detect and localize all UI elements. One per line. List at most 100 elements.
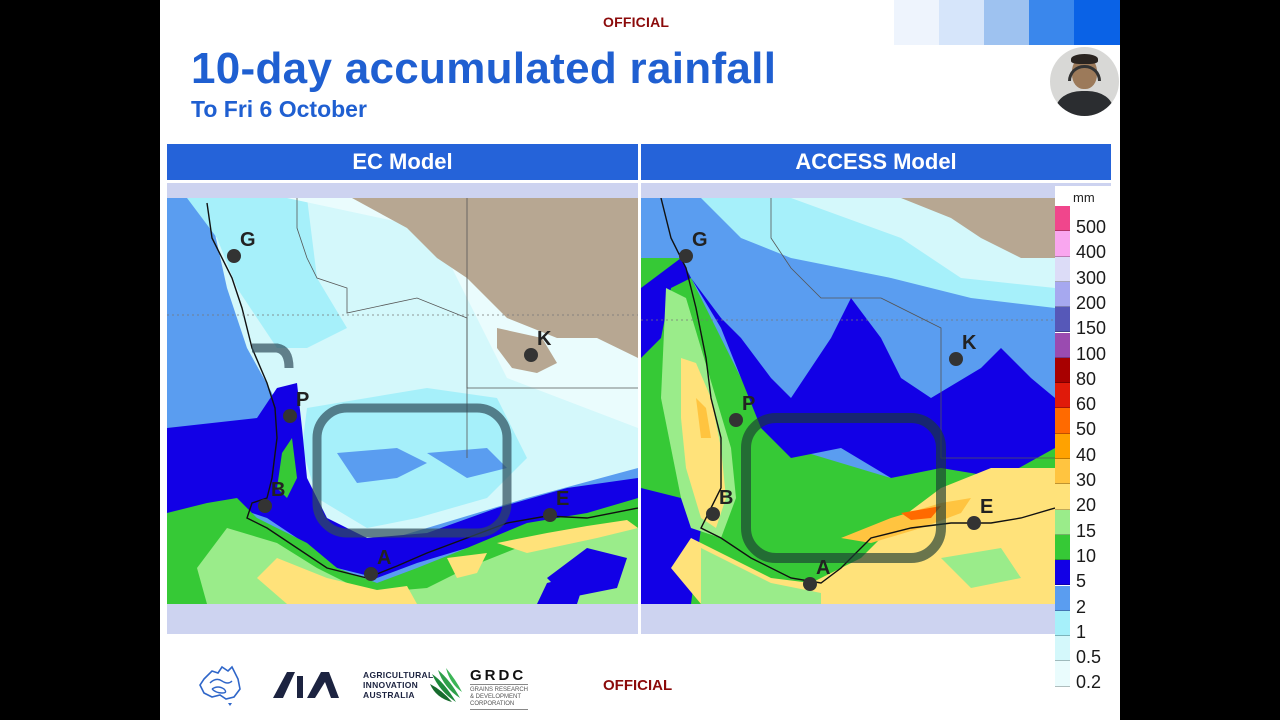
legend-item: 15 bbox=[1055, 509, 1120, 540]
legend-label: 40 bbox=[1076, 444, 1097, 465]
access-model-rainfall-map: G K P B E A bbox=[641, 198, 1055, 604]
legend-item: 50 bbox=[1055, 408, 1120, 438]
marker-dot-icon bbox=[803, 577, 817, 591]
legend-swatch bbox=[1055, 256, 1070, 282]
legend-swatch bbox=[1055, 534, 1070, 561]
ec-map-graphic bbox=[167, 198, 638, 604]
legend-swatch bbox=[1055, 383, 1070, 409]
location-marker-b: B bbox=[706, 487, 733, 521]
access-map-markers: G K P B E A bbox=[679, 229, 993, 591]
map-bottom-strip-ec bbox=[167, 604, 638, 634]
legend-label: 20 bbox=[1076, 495, 1097, 516]
access-map-graphic bbox=[641, 198, 1055, 604]
legend-label: 50 bbox=[1076, 419, 1097, 440]
legend-label: 15 bbox=[1076, 520, 1097, 541]
marker-dot-icon bbox=[258, 499, 272, 513]
panel-header-ec-model: EC Model bbox=[167, 144, 638, 180]
legend-label: 150 bbox=[1076, 318, 1107, 339]
marker-dot-icon bbox=[364, 567, 378, 581]
marker-dot-icon bbox=[543, 508, 557, 522]
slide-title: 10-day accumulated rainfall bbox=[191, 44, 777, 93]
legend-swatch bbox=[1055, 459, 1070, 485]
map-top-strip-access bbox=[641, 183, 1111, 198]
legend-swatch bbox=[1055, 357, 1070, 384]
bureau-of-meteorology-australia-logo bbox=[198, 665, 242, 712]
aia-logo-text: AGRICULTURAL INNOVATION AUSTRALIA bbox=[363, 670, 434, 700]
marker-dot-icon bbox=[524, 348, 538, 362]
legend-item: 30 bbox=[1055, 459, 1120, 489]
slide-subtitle: To Fri 6 October bbox=[191, 96, 367, 122]
classification-label-top: OFFICIAL bbox=[603, 14, 670, 30]
grdc-line-2: & DEVELOPMENT bbox=[470, 694, 522, 700]
grdc-subtitle: GRAINS RESEARCH & DEVELOPMENT CORPORATIO… bbox=[470, 687, 529, 710]
header-deco-block bbox=[1074, 0, 1120, 45]
location-marker-a: A bbox=[803, 557, 830, 591]
legend-label: 30 bbox=[1076, 470, 1097, 490]
legend-swatch bbox=[1055, 231, 1070, 257]
classification-label-bottom: OFFICIAL bbox=[603, 677, 673, 694]
legend-item: 40 bbox=[1055, 433, 1120, 464]
marker-dot-icon bbox=[227, 249, 241, 263]
legend-swatch bbox=[1055, 281, 1070, 308]
marker-dot-icon bbox=[679, 249, 693, 263]
legend-item: 300 bbox=[1055, 256, 1120, 287]
ec-map-markers: G K P B E A bbox=[227, 229, 569, 581]
legend-item: 80 bbox=[1055, 357, 1120, 388]
legend-item: 150 bbox=[1055, 307, 1120, 337]
aia-mark-icon bbox=[273, 672, 339, 698]
location-marker-g: G bbox=[227, 229, 256, 263]
legend-label: 0.2 bbox=[1076, 672, 1102, 693]
grdc-line-1: GRAINS RESEARCH bbox=[470, 687, 529, 693]
header-deco-block bbox=[1029, 0, 1074, 45]
marker-dot-icon bbox=[949, 352, 963, 366]
header-deco-block bbox=[939, 0, 984, 45]
legend-item: 0.5 bbox=[1055, 636, 1120, 666]
marker-label: G bbox=[692, 229, 708, 251]
presenter-body bbox=[1056, 91, 1113, 116]
legend-label: 10 bbox=[1076, 545, 1097, 566]
grdc-line-3: CORPORATION bbox=[470, 701, 515, 707]
location-marker-b: B bbox=[258, 479, 285, 513]
legend-swatch bbox=[1055, 610, 1070, 637]
legend-swatch bbox=[1055, 408, 1070, 434]
aia-line-1: AGRICULTURAL bbox=[363, 670, 434, 680]
marker-label: B bbox=[271, 479, 285, 501]
location-marker-e: E bbox=[967, 496, 993, 530]
marker-label: P bbox=[296, 389, 309, 411]
location-marker-p: P bbox=[729, 393, 755, 427]
legend-item: 2 bbox=[1055, 585, 1120, 616]
grain-leaf-icon bbox=[430, 668, 462, 702]
legend-label: 1 bbox=[1076, 621, 1087, 642]
location-marker-k: K bbox=[524, 328, 552, 362]
legend-item: 20 bbox=[1055, 484, 1120, 514]
marker-dot-icon bbox=[729, 413, 743, 427]
header-deco-block bbox=[984, 0, 1029, 45]
grdc-logo: GRDC GRAINS RESEARCH & DEVELOPMENT CORPO… bbox=[430, 668, 529, 710]
map-bottom-strip-access bbox=[641, 604, 1055, 634]
location-marker-g: G bbox=[679, 229, 708, 263]
legend-swatch bbox=[1055, 332, 1070, 358]
legend-item: 5 bbox=[1055, 560, 1120, 590]
ec-model-rainfall-map: G K P B E A bbox=[167, 198, 638, 604]
legend-swatch bbox=[1055, 307, 1070, 333]
panel-header-access-model: ACCESS Model bbox=[641, 144, 1111, 180]
presenter-webcam-avatar bbox=[1050, 47, 1119, 116]
legend-item: 1 bbox=[1055, 610, 1120, 641]
legend-label: 60 bbox=[1076, 394, 1097, 415]
marker-label: A bbox=[816, 557, 830, 579]
legend-label: 100 bbox=[1076, 343, 1107, 364]
location-marker-a: A bbox=[364, 547, 391, 581]
aia-line-3: AUSTRALIA bbox=[363, 690, 415, 700]
legend-swatch bbox=[1055, 206, 1070, 232]
legend-swatch bbox=[1055, 585, 1070, 611]
header-deco-block bbox=[894, 0, 939, 45]
presenter-hair bbox=[1071, 54, 1098, 64]
legend-label: 0.5 bbox=[1076, 647, 1102, 668]
legend-swatch bbox=[1055, 484, 1070, 510]
marker-label: G bbox=[240, 229, 256, 251]
rainfall-color-legend: mm 500 400 300 200 150 100 80 60 50 40 30 20 15 10 5 2 1… bbox=[1055, 186, 1120, 691]
legend-label: 500 bbox=[1076, 217, 1107, 237]
location-marker-p: P bbox=[283, 389, 309, 423]
marker-label: E bbox=[980, 496, 993, 518]
legend-item: 10 bbox=[1055, 534, 1120, 565]
